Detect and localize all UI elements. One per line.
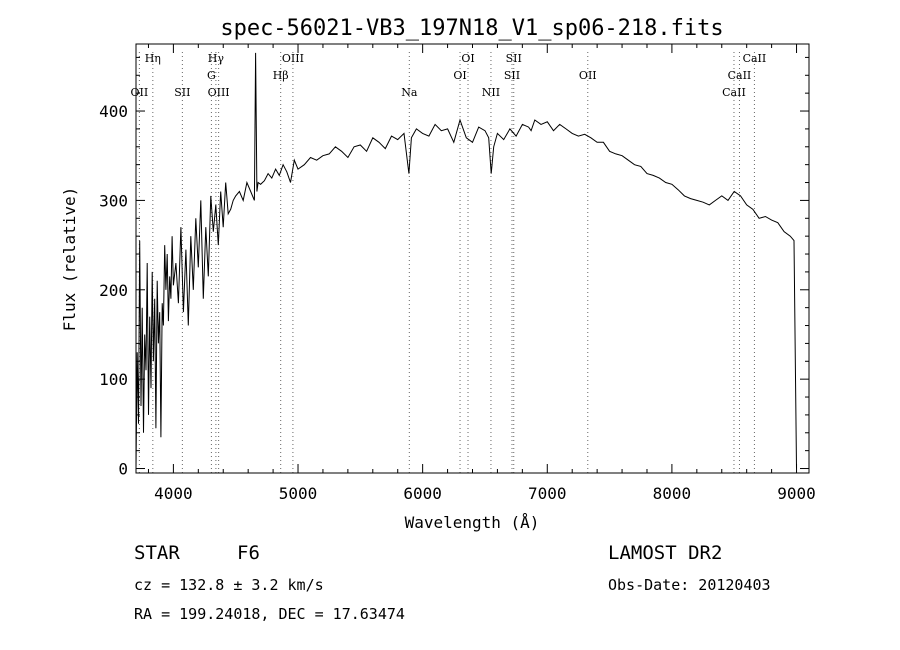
line-id-label: OIII [208,86,230,99]
line-id-label: Hβ [273,69,289,82]
line-id-label: CaII [728,69,752,82]
y-tick-label: 400 [99,102,128,121]
x-tick-label: 4000 [154,484,193,503]
object-subclass: F6 [237,542,260,564]
x-tick-label: 7000 [528,484,567,503]
y-tick-label: 0 [118,460,128,479]
line-id-markers: Hη OII SII Hγ G OIII OIII Hβ Na OI OI NII SII SII OII C… [131,52,767,473]
x-tick-label: 5000 [279,484,318,503]
x-tick-label: 8000 [653,484,692,503]
redshift-cz: cz = 132.8 ± 3.2 km/s [134,576,324,594]
line-id-label: OII [131,86,149,99]
line-id-label: CaII [743,52,767,65]
line-id-label: SII [174,86,190,99]
line-id-label: OI [453,69,466,82]
axis-ticks: 4000 5000 6000 7000 8000 9000 0 100 200 300 400 [99,44,816,503]
line-id-label: G [207,69,216,82]
line-id-label: OIII [282,52,304,65]
chart-title: spec-56021-VB3_197N18_V1_sp06-218.fits [220,16,723,41]
coordinates: RA = 199.24018, DEC = 17.63474 [134,605,405,623]
plot-frame [135,43,810,474]
line-id-label: SII [506,52,522,65]
line-id-label: Hγ [208,52,225,65]
line-id-label: SII [504,69,520,82]
x-tick-label: 6000 [403,484,442,503]
y-tick-label: 100 [99,370,128,389]
line-id-label: OI [461,52,474,65]
y-tick-label: 300 [99,191,128,210]
observation-date: Obs-Date: 20120403 [608,576,771,594]
y-axis-label: Flux (relative) [60,187,79,332]
line-id-label: Na [401,86,418,99]
x-axis-label: Wavelength (Å) [405,513,540,532]
line-id-label: NII [482,86,500,99]
line-id-label: CaII [722,86,746,99]
line-id-label: OII [579,69,597,82]
y-tick-label: 200 [99,281,128,300]
x-tick-label: 9000 [777,484,816,503]
line-id-label: Hη [145,52,161,65]
object-class: STAR [134,542,180,564]
spectrum-line [135,52,797,469]
survey-name: LAMOST DR2 [608,542,722,564]
